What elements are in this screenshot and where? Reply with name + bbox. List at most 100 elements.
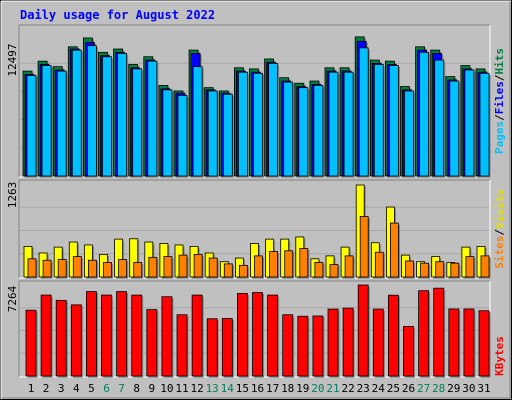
bar-kbytes bbox=[236, 293, 248, 377]
x-tick-label: 14 bbox=[221, 382, 235, 395]
bar-pages bbox=[177, 94, 188, 177]
bar-sites bbox=[284, 250, 294, 278]
x-tick-label: 27 bbox=[417, 382, 430, 395]
bar-pages bbox=[147, 60, 158, 177]
legend-visits: Visits bbox=[493, 189, 506, 229]
x-tick-label: 13 bbox=[206, 382, 219, 395]
bar-kbytes bbox=[372, 308, 384, 377]
bar-sites bbox=[344, 255, 354, 278]
bar-kbytes bbox=[25, 309, 37, 377]
legend-separator: / bbox=[493, 114, 506, 121]
x-tick-label: 30 bbox=[462, 382, 475, 395]
bar-pages bbox=[328, 71, 339, 177]
bar-pages bbox=[404, 90, 414, 177]
x-tick-label: 8 bbox=[133, 382, 140, 395]
bar-sites bbox=[148, 256, 158, 278]
bar-kbytes bbox=[40, 294, 52, 377]
bar-pages bbox=[87, 45, 97, 177]
bar-sites bbox=[374, 251, 384, 278]
bar-kbytes bbox=[86, 291, 97, 377]
x-tick-label: 7 bbox=[118, 382, 125, 395]
x-tick-label: 6 bbox=[103, 382, 110, 395]
legend-pages: Pages bbox=[493, 121, 506, 154]
x-tick-label: 29 bbox=[447, 382, 460, 395]
bar-pages bbox=[313, 85, 324, 177]
x-tick-label: 9 bbox=[148, 382, 155, 395]
panel-visits: 1263 bbox=[6, 179, 491, 279]
bar-sites bbox=[299, 248, 309, 278]
legend-hits: Hits bbox=[493, 48, 506, 75]
chart-title: Daily usage for August 2022 bbox=[20, 8, 215, 22]
bar-sites bbox=[88, 259, 97, 278]
legend-top: Pages/Files/Hits bbox=[493, 48, 506, 154]
bar-kbytes bbox=[55, 299, 67, 377]
bar-sites bbox=[405, 260, 414, 278]
bar-pages bbox=[373, 64, 384, 177]
x-tick-label: 5 bbox=[88, 382, 95, 395]
legend-kbytes: KBytes bbox=[493, 336, 506, 376]
x-tick-label: 18 bbox=[281, 382, 294, 395]
bar-pages bbox=[298, 87, 309, 177]
bar-kbytes bbox=[101, 294, 112, 377]
bar-pages bbox=[207, 90, 218, 177]
bar-kbytes bbox=[478, 310, 490, 377]
bar-sites bbox=[435, 261, 445, 278]
panel-kbytes: 7264 bbox=[6, 280, 491, 378]
bar-pages bbox=[56, 70, 67, 177]
bar-sites bbox=[450, 262, 460, 278]
visits-y-tick-label: 1263 bbox=[6, 182, 19, 209]
bar-sites bbox=[420, 262, 430, 278]
bar-kbytes bbox=[70, 304, 82, 377]
bar-kbytes bbox=[221, 318, 233, 377]
x-tick-label: 17 bbox=[266, 382, 279, 395]
bar-kbytes bbox=[252, 292, 263, 377]
x-tick-label: 3 bbox=[58, 382, 65, 395]
bar-kbytes bbox=[161, 296, 173, 377]
bar-kbytes bbox=[146, 309, 158, 377]
bar-pages bbox=[434, 59, 445, 177]
bar-kbytes bbox=[327, 308, 339, 377]
bar-kbytes bbox=[418, 290, 430, 377]
bar-sites bbox=[42, 259, 52, 278]
legend-sites: Sites bbox=[493, 236, 506, 269]
bar-kbytes bbox=[297, 315, 309, 377]
bar-sites bbox=[163, 256, 173, 278]
bar-sites bbox=[314, 262, 324, 278]
x-tick-label: 11 bbox=[175, 382, 188, 395]
x-tick-label: 4 bbox=[73, 382, 80, 395]
bar-kbytes bbox=[312, 315, 324, 377]
bar-pages bbox=[419, 51, 430, 177]
bar-kbytes bbox=[116, 291, 127, 377]
bar-sites bbox=[57, 259, 67, 278]
bar-sites bbox=[238, 264, 248, 278]
x-tick-label: 1 bbox=[28, 382, 35, 395]
bar-pages bbox=[283, 81, 294, 177]
x-tick-label: 21 bbox=[326, 382, 339, 395]
bar-kbytes bbox=[206, 318, 218, 377]
bar-sites bbox=[465, 256, 475, 278]
bar-pages bbox=[102, 56, 112, 177]
panel-hits: 12497 bbox=[6, 24, 491, 178]
bar-pages bbox=[479, 72, 490, 177]
bar-kbytes bbox=[357, 284, 369, 377]
x-axis-labels: 1 2 3 4 5 6 7 8 9 10 11 12 13 14 15 16 17 18 19 20 21 22 23 24 2… bbox=[28, 382, 491, 395]
bar-pages bbox=[449, 80, 460, 177]
bar-kbytes bbox=[387, 294, 399, 377]
bar-sites bbox=[103, 262, 112, 278]
bar-sites bbox=[254, 255, 263, 278]
x-tick-label: 2 bbox=[43, 382, 50, 395]
x-tick-label: 15 bbox=[236, 382, 249, 395]
bar-sites bbox=[223, 263, 233, 278]
bar-pages bbox=[192, 66, 203, 177]
bar-sites bbox=[359, 216, 369, 278]
bar-sites bbox=[269, 251, 279, 278]
bar-sites bbox=[208, 257, 218, 278]
bar-pages bbox=[237, 71, 248, 177]
x-tick-label: 22 bbox=[341, 382, 354, 395]
bar-sites bbox=[389, 222, 399, 278]
bar-sites bbox=[72, 256, 82, 278]
x-tick-label: 26 bbox=[402, 382, 415, 395]
bar-kbytes bbox=[403, 325, 414, 377]
bar-kbytes bbox=[282, 314, 294, 377]
